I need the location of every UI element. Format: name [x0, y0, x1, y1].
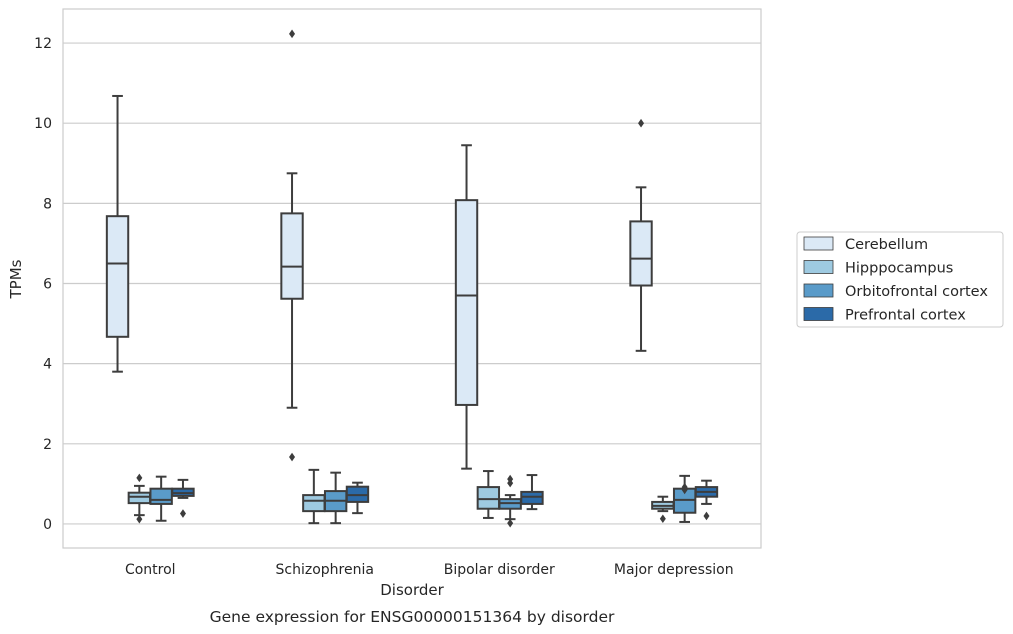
outlier-point	[136, 473, 143, 483]
box-group	[651, 495, 675, 524]
box-body	[454, 199, 479, 406]
x-tick-label: Control	[125, 562, 176, 578]
legend: Cerebellum Hipppocampus Orbitofrontal cort…	[796, 231, 1004, 328]
x-tick-label: Bipolar disorder	[444, 562, 555, 578]
plot-frame	[62, 8, 762, 549]
legend-swatch	[803, 236, 834, 251]
box-group	[171, 478, 195, 518]
outlier-point	[289, 452, 296, 462]
box-group	[498, 474, 522, 528]
box-group	[105, 94, 130, 373]
outlier-point	[179, 509, 186, 518]
legend-label: Orbitofrontal cortex	[845, 284, 988, 300]
outlier-point	[681, 485, 688, 495]
y-tick-labels: 0 2 4 6 8 10 12	[34, 36, 52, 533]
y-axis-label: TPMs	[7, 259, 25, 299]
box-group	[629, 118, 653, 352]
box-group	[149, 475, 173, 522]
outlier-point	[507, 518, 514, 528]
y-tick-label: 4	[43, 357, 52, 373]
box-body	[520, 490, 544, 505]
y-tick-label: 12	[34, 36, 52, 52]
outlier-point	[703, 511, 710, 521]
box-group	[280, 29, 304, 462]
box-body	[127, 491, 152, 505]
box-body	[105, 215, 130, 338]
legend-swatch	[803, 260, 834, 274]
box-group	[672, 474, 697, 523]
box-body	[476, 486, 501, 510]
y-tick-label: 10	[34, 116, 52, 132]
box-group	[694, 479, 719, 521]
box-group	[454, 144, 479, 470]
box-group	[476, 470, 501, 519]
legend-swatch	[803, 307, 834, 321]
legend-label: Cerebellum	[845, 237, 928, 253]
outlier-point	[659, 514, 666, 524]
x-tick-label: Schizophrenia	[276, 562, 374, 578]
box-group	[520, 474, 544, 511]
box-layer	[105, 29, 719, 528]
chart-caption: Gene expression for ENSG00000151364 by d…	[210, 608, 615, 626]
grid-layer	[63, 42, 761, 525]
y-tick-label: 6	[43, 277, 52, 293]
y-tick-label: 2	[43, 437, 52, 453]
box-group	[345, 481, 370, 515]
x-axis-label: Disorder	[380, 581, 444, 599]
legend-label: Hipppocampus	[845, 261, 953, 277]
legend-label: Prefrontal cortex	[845, 308, 966, 324]
legend-frame	[796, 231, 1004, 328]
x-tick-labels: Control Schizophrenia Bipolar disorder Majo…	[125, 562, 734, 578]
box-body	[149, 487, 173, 505]
outlier-point	[638, 118, 645, 128]
box-group	[302, 468, 326, 525]
box-body	[280, 212, 304, 300]
legend-swatch	[803, 283, 834, 298]
outlier-point	[289, 29, 296, 39]
y-tick-label: 8	[43, 196, 52, 212]
box-group	[127, 473, 152, 524]
box-body	[302, 494, 326, 513]
y-tick-label: 0	[43, 517, 52, 533]
x-tick-label: Major depression	[614, 562, 734, 578]
outlier-point	[507, 478, 514, 488]
box-group	[323, 471, 348, 525]
outlier-point	[136, 514, 143, 524]
box-body	[629, 220, 653, 287]
